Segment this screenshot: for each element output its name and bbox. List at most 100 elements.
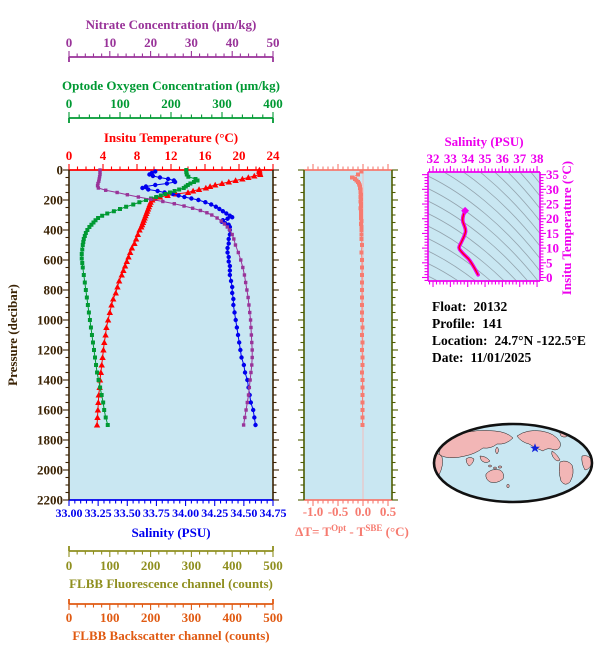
- landmass-indonesia: [493, 466, 497, 470]
- ts-salinity-axis: [428, 280, 540, 287]
- float-info-row: Profile: 141: [432, 315, 586, 332]
- data-marker: [96, 216, 101, 220]
- data-marker: [136, 195, 141, 199]
- profile-series-nitrate: [95, 168, 254, 427]
- data-marker: [158, 193, 163, 198]
- temperature-tick-label: 24: [267, 148, 281, 163]
- data-marker: [246, 393, 251, 397]
- data-marker: [104, 316, 112, 323]
- data-marker: [172, 189, 177, 193]
- data-marker: [98, 385, 103, 390]
- data-marker: [226, 259, 231, 264]
- fluorescence-axis: 0 100 200 300 400 500: [66, 546, 283, 573]
- map-land: [434, 429, 592, 489]
- pressure-tick-label: 1000: [37, 313, 63, 328]
- data-marker: [359, 204, 363, 208]
- data-marker: [359, 208, 363, 213]
- data-marker: [359, 197, 363, 202]
- landmass-new-guinea: [497, 465, 503, 469]
- delta-t-pressure-axis-left: [298, 169, 305, 501]
- profile-series-temperature: [93, 166, 264, 428]
- ts-salinity-tick-label: 33: [444, 151, 458, 166]
- ts-salinity-axis: 32 33 34 35 36 37 38: [427, 151, 544, 173]
- data-marker: [146, 187, 151, 192]
- float-info: Float: 20132 Profile: 141 Location: 24.7°N …: [432, 298, 586, 366]
- data-marker: [239, 258, 243, 262]
- oxygen-tick-label: 200: [161, 96, 181, 111]
- pressure-tick-label: 400: [44, 223, 64, 238]
- temperature-tick-label: 0: [66, 148, 73, 163]
- data-marker: [218, 180, 226, 187]
- density-contour-line: [428, 238, 492, 281]
- pressure-tick-label: 1800: [37, 433, 63, 448]
- pressure-tick-label: 2200: [37, 493, 63, 508]
- data-marker: [110, 295, 117, 302]
- temperature-axis-title: Insitu Temperature (°C): [104, 130, 238, 145]
- data-marker: [230, 215, 235, 220]
- data-marker: [248, 310, 252, 315]
- data-marker: [225, 225, 230, 229]
- data-marker: [360, 363, 365, 367]
- data-marker: [143, 184, 149, 189]
- deltat-tick-label: 0.0: [355, 504, 371, 519]
- data-marker: [225, 216, 230, 221]
- data-marker: [360, 355, 365, 360]
- data-marker: [248, 378, 252, 382]
- data-marker: [358, 190, 363, 195]
- location-value: 24.7°N -122.5°E: [494, 333, 586, 348]
- data-marker: [358, 199, 363, 204]
- data-marker: [131, 240, 138, 247]
- delta-t-plot-area: [304, 170, 392, 500]
- temperature-tick-label: 20: [233, 148, 246, 163]
- data-marker: [106, 309, 113, 316]
- data-marker: [242, 370, 248, 375]
- ts-temp-tick-label: 35: [546, 167, 560, 182]
- data-marker: [359, 219, 364, 223]
- data-marker: [231, 296, 236, 302]
- data-marker: [226, 254, 231, 260]
- pressure-tick-label: 200: [44, 193, 64, 208]
- data-marker: [359, 192, 363, 197]
- landmass-japan: [495, 446, 499, 455]
- ts-salinity-axis-title: Salinity (PSU): [444, 134, 523, 149]
- data-marker: [360, 340, 365, 345]
- data-marker: [185, 183, 190, 187]
- data-marker: [83, 231, 88, 235]
- data-marker: [97, 177, 101, 181]
- data-marker: [140, 185, 145, 191]
- data-marker: [80, 247, 85, 252]
- data-marker: [125, 253, 132, 260]
- data-marker: [94, 406, 102, 413]
- data-marker: [147, 172, 152, 177]
- nitrate-tick-label: 0: [66, 35, 73, 50]
- data-marker: [98, 172, 102, 177]
- nitrate-tick-label: 30: [185, 35, 198, 50]
- data-marker: [225, 250, 230, 255]
- data-marker: [249, 333, 254, 337]
- data-marker: [360, 265, 364, 270]
- data-marker: [124, 204, 129, 209]
- salinity-axis-title: Salinity (PSU): [131, 525, 210, 540]
- landmass-central-america: [551, 450, 561, 462]
- landmass-indonesia: [488, 464, 492, 468]
- data-marker: [97, 179, 101, 183]
- data-marker: [184, 168, 189, 172]
- data-marker: [97, 175, 102, 179]
- delta-t-axis-title: ΔT= TOpt - TSBE (°C): [295, 523, 409, 539]
- backscatter-tick-label: 300: [182, 610, 202, 625]
- fluorescence-axis-title: FLBB Fluorescence channel (counts): [69, 576, 273, 591]
- data-marker: [250, 340, 254, 345]
- ts-curve: [457, 206, 480, 277]
- nitrate-axis-title: Nitrate Concentration (µm/kg): [86, 17, 257, 32]
- data-marker: [183, 184, 188, 189]
- data-marker: [184, 172, 189, 177]
- data-marker: [249, 370, 253, 375]
- data-marker: [227, 268, 233, 273]
- data-marker: [114, 283, 121, 290]
- data-marker: [222, 222, 227, 226]
- data-marker: [358, 206, 363, 211]
- temperature-axis: 0 4 8 12 16 20 24: [66, 148, 281, 171]
- density-contour-line: [428, 200, 529, 281]
- landmass-india: [465, 457, 475, 467]
